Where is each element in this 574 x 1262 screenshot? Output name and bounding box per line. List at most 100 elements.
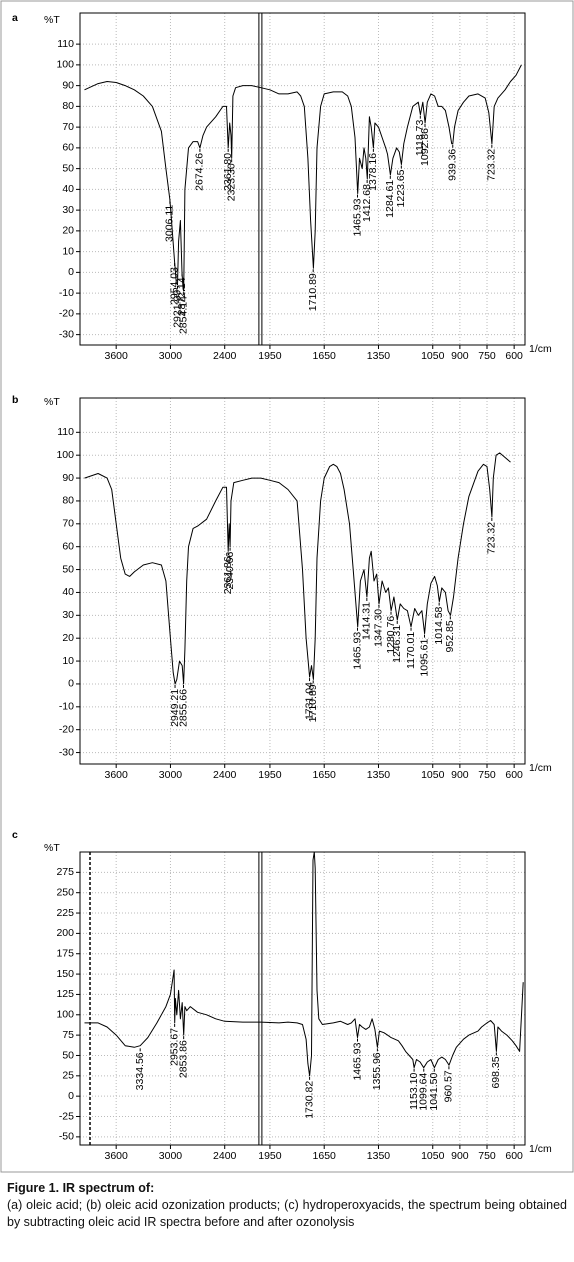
y-tick-label: 175	[56, 948, 74, 960]
caption: Figure 1. IR spectrum of: (a) oleic acid…	[7, 1180, 567, 1231]
panel-label: a	[12, 12, 18, 24]
spectrum-line	[84, 452, 511, 685]
spectrum-line	[84, 851, 524, 1077]
peak-label: 1465.93	[351, 1042, 363, 1080]
y-axis-label: %T	[44, 842, 60, 854]
peak-label: 1153.10	[408, 1073, 420, 1110]
y-tick-label: 10	[62, 245, 74, 257]
peak-label: 3006.11	[164, 205, 176, 242]
y-tick-label: -10	[59, 701, 74, 713]
peak-label: 1731.04	[303, 682, 315, 720]
y-tick-label: 50	[62, 563, 74, 575]
y-tick-label: 110	[57, 426, 74, 438]
x-tick-label: 2400	[213, 1150, 237, 1162]
peak-label: 1284.61	[384, 180, 396, 218]
x-tick-label: 3600	[104, 350, 128, 362]
y-tick-label: 225	[56, 907, 74, 919]
peak-label: 1092.86	[419, 128, 431, 166]
peak-label: 1465.93	[351, 198, 363, 236]
y-tick-label: 110	[57, 38, 74, 50]
peak-label: 1710.89	[307, 684, 319, 722]
peak-label: 1710.89	[307, 273, 319, 311]
panel-label: b	[12, 394, 18, 406]
y-tick-label: 250	[56, 886, 74, 898]
x-tick-label: 600	[505, 350, 523, 362]
peak-label: 2674.26	[194, 153, 206, 191]
y-axis-label: %T	[44, 14, 60, 26]
panel-label: c	[12, 829, 18, 841]
y-tick-label: 60	[62, 142, 74, 154]
x-axis-unit: 1/cm	[529, 1143, 552, 1155]
peak-label: 1412.68	[361, 184, 373, 222]
x-tick-label: 1050	[421, 769, 445, 781]
peak-label: 2954.03	[168, 267, 180, 305]
x-tick-label: 750	[478, 1150, 496, 1162]
caption-title: Figure 1. IR spectrum of:	[7, 1181, 155, 1195]
peak-label: 2340.66	[224, 552, 236, 590]
peak-label: 1355.96	[371, 1052, 383, 1090]
x-tick-label: 3000	[159, 1150, 183, 1162]
peak-label: 2853.86	[177, 1040, 189, 1078]
peak-label: 2921.99	[171, 290, 183, 328]
y-tick-label: 70	[62, 121, 74, 133]
y-tick-label: 100	[56, 449, 74, 461]
x-tick-label: 1650	[313, 769, 337, 781]
x-tick-label: 3600	[104, 1150, 128, 1162]
x-tick-label: 2400	[213, 769, 237, 781]
peak-label: 1465.93	[351, 632, 363, 670]
peak-label: 2323.30	[225, 163, 237, 201]
y-tick-label: 70	[62, 518, 74, 530]
figure-border	[0, 0, 574, 1173]
plot-frame	[79, 12, 526, 346]
y-tick-label: -20	[59, 308, 74, 320]
peak-label: 1280.76	[385, 616, 397, 654]
x-tick-label: 750	[478, 769, 496, 781]
peak-label: 2361.86	[222, 556, 234, 594]
peak-label: 2854.14	[177, 296, 189, 334]
y-tick-label: 90	[62, 472, 74, 484]
y-tick-label: 60	[62, 540, 74, 552]
x-tick-label: 1950	[258, 1150, 282, 1162]
x-tick-label: 1050	[421, 350, 445, 362]
y-tick-label: -25	[59, 1110, 74, 1122]
peak-label: 1099.64	[418, 1073, 430, 1111]
x-tick-label: 1050	[421, 1150, 445, 1162]
y-tick-label: -20	[59, 723, 74, 735]
y-tick-label: 0	[68, 678, 74, 690]
x-tick-label: 1950	[258, 769, 282, 781]
peak-label: 2949.21	[169, 689, 181, 727]
peak-label: 1223.65	[395, 169, 407, 207]
x-tick-label: 1350	[367, 1150, 391, 1162]
x-axis-unit: 1/cm	[529, 762, 552, 774]
y-tick-label: 80	[62, 495, 74, 507]
y-tick-label: 40	[62, 183, 74, 195]
peak-label: 698.35	[490, 1056, 502, 1088]
y-tick-label: 50	[62, 162, 74, 174]
x-tick-label: 750	[478, 350, 496, 362]
y-tick-label: 50	[62, 1049, 74, 1061]
y-tick-label: 20	[62, 632, 74, 644]
y-tick-label: 275	[56, 866, 74, 878]
y-tick-label: 90	[62, 79, 74, 91]
peak-label: 1095.61	[418, 638, 430, 676]
y-tick-label: 20	[62, 225, 74, 237]
peak-label: 1118.73	[414, 120, 426, 157]
x-tick-label: 1350	[367, 769, 391, 781]
x-tick-label: 1350	[367, 350, 391, 362]
y-tick-label: -10	[59, 287, 74, 299]
x-axis-unit: 1/cm	[529, 343, 552, 355]
peak-label: 1378.16	[367, 153, 379, 191]
peak-label: 1414.31	[361, 602, 373, 640]
y-tick-label: 40	[62, 586, 74, 598]
y-tick-label: 30	[62, 609, 74, 621]
x-tick-label: 600	[505, 1150, 523, 1162]
y-tick-label: -30	[59, 328, 74, 340]
y-tick-label: 25	[62, 1070, 74, 1082]
x-tick-label: 1650	[313, 350, 337, 362]
x-tick-label: 2400	[213, 350, 237, 362]
x-tick-label: 1650	[313, 1150, 337, 1162]
peak-label: 1041.50	[428, 1073, 440, 1111]
y-tick-label: -50	[59, 1131, 74, 1143]
x-tick-label: 3000	[159, 350, 183, 362]
